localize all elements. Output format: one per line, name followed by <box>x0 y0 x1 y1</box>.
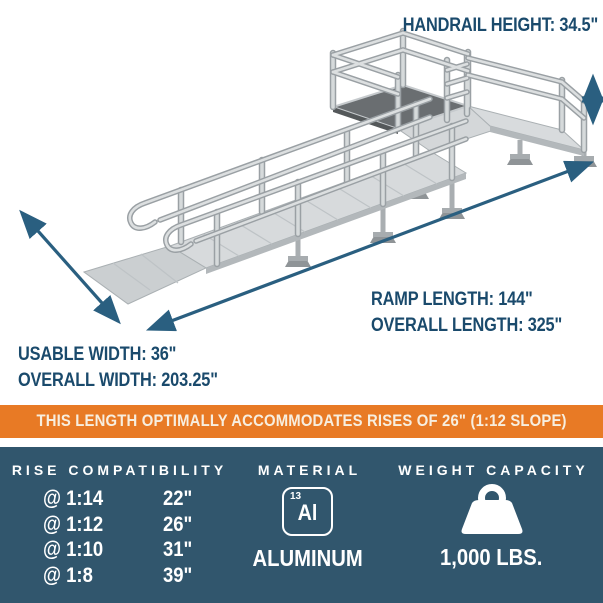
overall-width-text: OVERALL WIDTH: 203.25" <box>18 370 218 391</box>
rise-ratio: @ 1:10 <box>42 538 103 561</box>
aluminum-element-icon: 13 Al <box>282 487 333 536</box>
overall-length-label: OVERALL LENGTH: 325" <box>371 316 593 335</box>
weight-capacity-title: WEIGHT CAPACITY <box>398 462 589 478</box>
rise-value: 22" <box>163 487 193 510</box>
rise-row: @ 1:12 26" <box>43 512 193 538</box>
ramp-length-label: RAMP LENGTH: 144" <box>371 290 559 309</box>
weight-capacity-section: WEIGHT CAPACITY 1,000 LBS. <box>380 447 603 603</box>
ramp-length-text: RAMP LENGTH: 144" <box>371 289 533 310</box>
rise-value: 31" <box>163 538 193 561</box>
usable-width-label: USABLE WIDTH: 36" <box>18 345 202 364</box>
overall-width-label: OVERALL WIDTH: 203.25" <box>18 371 250 390</box>
rise-ratio: @ 1:8 <box>42 563 93 587</box>
slope-banner: THIS LENGTH OPTIMALLY ACCOMMODATES RISES… <box>0 405 603 438</box>
rise-row: @ 1:14 22" <box>43 486 193 512</box>
rise-value: 39" <box>163 563 193 587</box>
slope-banner-text: THIS LENGTH OPTIMALLY ACCOMMODATES RISES… <box>36 412 567 430</box>
ramp-illustration <box>19 0 603 332</box>
rise-ratio: @ 1:14 <box>42 487 103 510</box>
rise-compatibility-table: @ 1:14 22" @ 1:12 26" @ 1:10 31" @ 1:8 3… <box>43 486 193 588</box>
element-number: 13 <box>290 491 302 502</box>
material-section: MATERIAL 13 Al ALUMINUM <box>235 447 380 603</box>
kettlebell-weight-icon <box>454 483 530 542</box>
usable-width-text: USABLE WIDTH: 36" <box>18 344 177 365</box>
weight-capacity-value: 1,000 LBS. <box>440 544 543 570</box>
rise-ratio: @ 1:12 <box>42 512 103 536</box>
spec-panel: RISE COMPATIBILITY @ 1:14 22" @ 1:12 26"… <box>0 447 603 603</box>
rise-row: @ 1:10 31" <box>43 537 193 563</box>
dimension-arrows <box>19 73 603 332</box>
overall-length-text: OVERALL LENGTH: 325" <box>371 315 563 336</box>
rise-compatibility-title: RISE COMPATIBILITY <box>11 462 228 478</box>
element-symbol: Al <box>297 500 318 525</box>
material-value: ALUMINUM <box>252 545 363 571</box>
rise-value: 26" <box>163 512 193 536</box>
rise-compatibility-section: RISE COMPATIBILITY @ 1:14 22" @ 1:12 26"… <box>0 447 235 603</box>
handrail-height-text: HANDRAIL HEIGHT: 34.5" <box>402 15 598 36</box>
length-arrow <box>145 160 595 332</box>
rise-row: @ 1:8 39" <box>43 563 193 589</box>
width-arrow <box>19 209 121 325</box>
handrails <box>130 31 584 264</box>
material-title: MATERIAL <box>257 462 362 478</box>
handrail-height-label: HANDRAIL HEIGHT: 34.5" <box>371 16 598 35</box>
